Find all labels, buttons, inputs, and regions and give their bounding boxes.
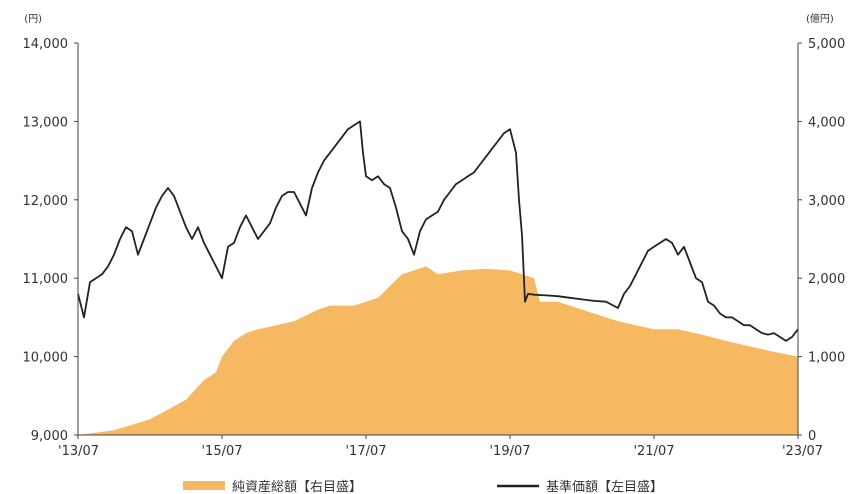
net-assets-area-layer [78,266,798,435]
right-axis-unit: (億円) [806,12,834,25]
x-tick-label: '17/07 [345,444,386,459]
net-assets-area [78,266,798,435]
left-tick-label: 9,000 [31,429,68,444]
left-tick-label: 14,000 [23,37,69,52]
right-tick-label: 4,000 [808,115,845,130]
x-axis-ticks: '13/07 '15/07 '17/07 '19/07 '21/07 '23/07 [58,435,823,459]
right-tick-label: 5,000 [808,37,845,52]
x-tick-label: '13/07 [58,444,99,459]
left-axis-unit: (円) [24,14,42,25]
right-tick-label: 0 [808,429,816,444]
nav-line [77,120,799,342]
right-axis-ticks: 5,000 4,000 3,000 2,000 1,000 0 [798,37,845,444]
right-tick-label: 2,000 [808,272,845,287]
left-tick-label: 12,000 [23,194,69,209]
right-tick-label: 1,000 [808,351,845,366]
right-tick-label: 3,000 [808,194,845,209]
legend-swatch-net-assets [183,481,225,490]
x-tick-label: '21/07 [633,444,674,459]
legend-label-nav: 基準価額【左目盛】 [546,479,663,494]
nav-line-layer [77,120,799,342]
left-tick-label: 10,000 [23,351,69,366]
legend-label-net-assets: 純資産総額【右目盛】 [232,479,362,494]
legend: 純資産総額【右目盛】 基準価額【左目盛】 [183,479,663,494]
x-tick-label: '15/07 [201,444,242,459]
left-tick-label: 11,000 [23,272,69,287]
x-tick-label: '19/07 [489,444,530,459]
left-tick-label: 13,000 [23,115,69,130]
x-tick-label: '23/07 [782,444,823,459]
left-axis-ticks: 14,000 13,000 12,000 11,000 10,000 9,000 [23,37,78,444]
